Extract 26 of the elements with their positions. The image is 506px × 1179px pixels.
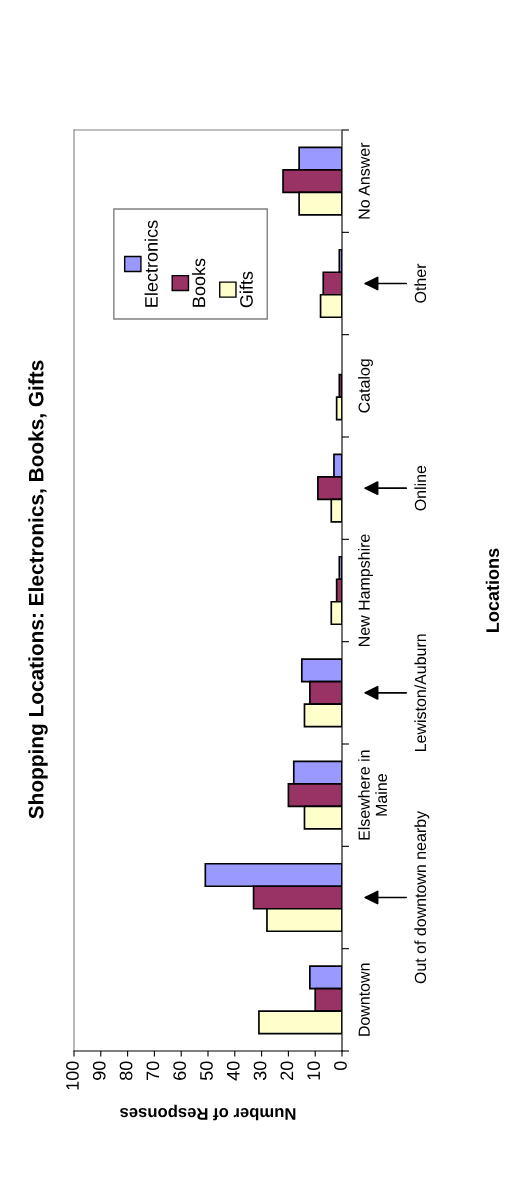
legend-label: Books bbox=[192, 258, 206, 307]
x-tick-label: 40 bbox=[226, 1061, 240, 1081]
legend-label: Electronics bbox=[144, 220, 158, 307]
x-tick-label: 80 bbox=[119, 1061, 133, 1081]
legend-label: Gifts bbox=[239, 271, 253, 308]
y-tick-label: Catalog bbox=[358, 359, 373, 413]
text: Shopping Locations: Electronics, Books, Gifts bbox=[28, 360, 48, 819]
y-tick-label: Out of downtown nearby bbox=[414, 810, 430, 984]
y-tick-label: No Answer bbox=[358, 142, 370, 219]
x-tick-label: 50 bbox=[200, 1061, 213, 1081]
x-axis-title: Number of Responses bbox=[120, 1104, 296, 1121]
x-tick-label: 100 bbox=[66, 1061, 79, 1090]
y-tick-label: Lewiston/Auburn bbox=[414, 634, 427, 752]
y-axis-title: Locations bbox=[485, 548, 500, 632]
x-tick-label: 90 bbox=[92, 1061, 106, 1080]
x-tick-label: 60 bbox=[173, 1061, 187, 1080]
x-tick-label: 70 bbox=[146, 1061, 160, 1080]
x-tick-label: 0 bbox=[334, 1061, 347, 1071]
x-tick-label: 20 bbox=[280, 1061, 294, 1080]
y-tick-label: Other bbox=[414, 263, 427, 303]
y-tick-label: Downtown bbox=[358, 963, 370, 1036]
x-tick-label: 10 bbox=[307, 1061, 321, 1080]
y-tick-label: New Hampshire bbox=[358, 534, 373, 646]
y-tick-label: Elsewhere in Maine bbox=[358, 750, 388, 840]
x-tick-label: 30 bbox=[253, 1061, 267, 1081]
y-tick-label: Online bbox=[414, 465, 427, 511]
